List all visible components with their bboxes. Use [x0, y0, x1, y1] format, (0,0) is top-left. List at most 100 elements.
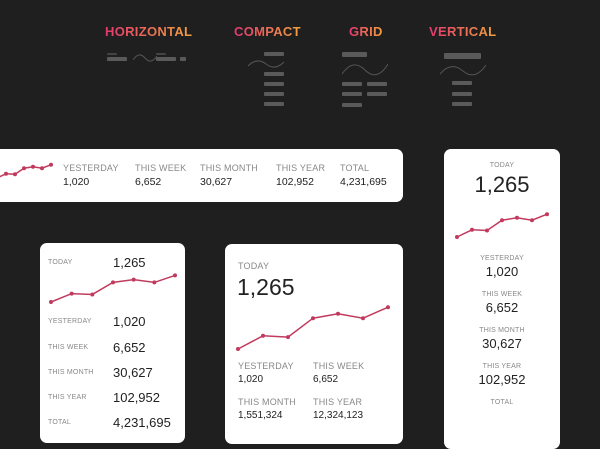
trend-sparkline — [236, 305, 390, 351]
stat-this-week: THIS WEEK 6,652 — [313, 361, 364, 385]
vertical-layout-thumbnail[interactable] — [440, 50, 486, 120]
sparkline-point — [286, 335, 290, 340]
trend-sparkline — [455, 212, 549, 239]
stat-value: 30,627 — [200, 176, 233, 188]
sparkline-point — [545, 212, 549, 217]
stat-label: TODAY — [48, 259, 73, 266]
stat-label: THIS YEAR — [48, 394, 87, 401]
sparkline-line — [456, 213, 548, 238]
stat-label: THIS WEEK — [313, 361, 365, 371]
sparkline-point — [386, 305, 390, 310]
stat-value: 30,627 — [482, 336, 522, 351]
sparkline-line — [0, 164, 52, 178]
sparkline-point — [40, 166, 44, 171]
grid-stats-card: TODAY 1,265 YESTERDAY 1,020 THIS WEEK 6,65… — [225, 244, 403, 444]
sparkline-point — [4, 171, 8, 176]
stat-label: YESTERDAY — [480, 255, 524, 262]
sparkline-point — [13, 172, 17, 177]
compact-layout-thumbnail[interactable] — [248, 50, 288, 110]
sparkline-point — [336, 311, 340, 316]
sparkline-point — [49, 300, 53, 304]
layout-title-compact: COMPACT — [234, 24, 301, 39]
stat-label: THIS MONTH — [48, 369, 94, 376]
stat-value: 4,231,695 — [340, 176, 387, 188]
sparkline-point — [49, 162, 53, 167]
stat-value: 6,652 — [135, 176, 162, 188]
sparkline-point — [261, 333, 265, 338]
stat-yesterday: YESTERDAY 1,020 — [444, 255, 560, 279]
sparkline-point — [90, 292, 95, 297]
sparkline-point — [500, 218, 504, 223]
today-value: 1,265 — [474, 172, 530, 197]
layout-title-grid: GRID — [349, 24, 383, 39]
sparkline-point — [236, 347, 240, 351]
stat-label: THIS WEEK — [481, 291, 523, 298]
stat-this-year: THIS YEAR 102,952 — [444, 363, 560, 387]
stat-label: TOTAL — [48, 419, 71, 426]
trend-sparkline — [49, 273, 177, 304]
stat-label: THIS MONTH — [479, 327, 525, 334]
stat-label: THIS WEEK — [135, 163, 187, 173]
stat-this-year: THIS YEAR 12,324,123 — [313, 397, 363, 421]
vertical-stats-card: TODAY 1,265 YESTERDAY 1,020 THIS WEEK 6,65… — [444, 149, 560, 449]
stat-this-month: THIS MONTH 1,551,324 — [238, 397, 296, 421]
stat-value: 6,652 — [485, 300, 519, 315]
sparkline-point — [470, 227, 474, 232]
compact-stats-card: TODAY 1,265 YESTERDAY 1,020 THIS WEEK 6,652… — [40, 243, 185, 443]
stat-value: 1,265 — [113, 255, 146, 270]
today-value: 1,265 — [237, 274, 295, 300]
stat-label: THIS YEAR — [482, 363, 522, 370]
stat-value: 6,652 — [313, 374, 339, 385]
sparkline-point — [530, 218, 534, 223]
sparkline-point — [361, 316, 365, 321]
stat-value: 12,324,123 — [313, 410, 364, 421]
stat-label: THIS YEAR — [313, 397, 363, 407]
stat-value: 1,020 — [63, 176, 90, 188]
stat-label: YESTERDAY — [48, 318, 92, 325]
today-label: TODAY — [489, 162, 515, 169]
stat-label: YESTERDAY — [63, 163, 119, 173]
sparkline-point — [152, 280, 157, 285]
stat-value: 4,231,695 — [113, 415, 171, 430]
stat-yesterday: YESTERDAY 1,020 — [238, 361, 294, 385]
horizontal-stats-card: YESTERDAY 1,020 THIS WEEK 6,652 THIS MONTH… — [0, 149, 403, 202]
stat-label: THIS MONTH — [200, 163, 258, 173]
sparkline-line — [237, 306, 389, 350]
sparkline-point — [455, 235, 459, 239]
stat-yesterday: YESTERDAY 1,020 — [63, 163, 119, 188]
stat-label: TOTAL — [490, 399, 514, 406]
stat-this-year: THIS YEAR 102,952 — [276, 163, 325, 188]
sparkline-point — [31, 164, 35, 169]
stat-value: 6,652 — [113, 340, 146, 355]
stat-this-week: THIS WEEK 6,652 — [135, 163, 186, 188]
stat-value: 1,020 — [113, 314, 146, 329]
sparkline-point — [311, 316, 315, 321]
horizontal-layout-thumbnail[interactable] — [107, 53, 187, 65]
grid-layout-thumbnail[interactable] — [342, 50, 392, 120]
stat-this-month: THIS MONTH 30,627 — [200, 163, 258, 188]
sparkline-point — [515, 215, 519, 220]
sparkline-point — [485, 228, 489, 233]
stat-this-month: THIS MONTH 30,627 — [444, 327, 560, 351]
stat-value: 30,627 — [113, 365, 153, 380]
stat-value: 102,952 — [113, 390, 160, 405]
layout-title-horizontal: HORIZONTAL — [105, 24, 193, 39]
layout-title-vertical: VERTICAL — [429, 24, 497, 39]
stat-value: 1,020 — [485, 264, 519, 279]
stat-value: 102,952 — [478, 372, 526, 387]
stat-label: THIS WEEK — [48, 344, 89, 351]
sparkline-point — [22, 166, 26, 171]
sparkline-point — [111, 280, 115, 285]
trend-sparkline — [0, 162, 53, 178]
today-label: TODAY — [238, 261, 270, 271]
stat-this-week: THIS WEEK 6,652 — [444, 291, 560, 315]
stat-value: 1,551,324 — [238, 410, 283, 421]
stat-label: THIS MONTH — [238, 397, 296, 407]
stat-label: YESTERDAY — [238, 361, 294, 371]
sparkline-point — [173, 273, 177, 278]
sparkline-point — [69, 291, 74, 296]
stat-total: TOTAL 4,231,695 — [340, 163, 387, 188]
stat-label: THIS YEAR — [276, 163, 326, 173]
stat-label: TOTAL — [340, 163, 370, 173]
stat-total: TOTAL — [444, 399, 560, 406]
